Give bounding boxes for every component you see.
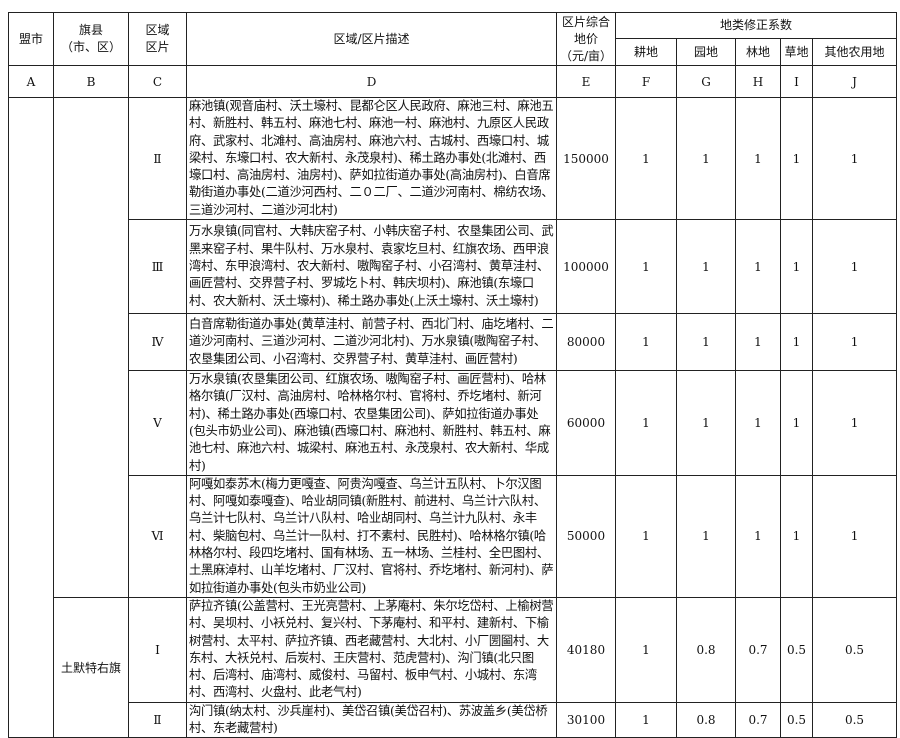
table-row: Ⅲ 万水泉镇(同官村、大韩庆窑子村、小韩庆窑子村、农垦集团公司、武黑来窑子村、果牛… — [9, 219, 898, 315]
coef-cropland-cell: 1 — [615, 96, 677, 221]
header-coef-cropland: 耕地 — [615, 38, 677, 66]
zone-cell: Ⅱ — [128, 701, 187, 738]
coef-other-cell: 1 — [811, 370, 898, 476]
coef-cropland-cell: 1 — [615, 313, 677, 372]
coef-grass-cell: 1 — [780, 96, 813, 221]
coef-other-cell: 0.5 — [811, 596, 898, 703]
coef-garden-cell: 1 — [676, 219, 736, 315]
coef-grass-cell: 1 — [780, 219, 813, 315]
description-cell: 白音席勒街道办事处(黄草洼村、前营子村、西北门村、庙圪堵村、二道沙河南村、三道沙… — [186, 313, 557, 372]
coef-garden-cell: 1 — [676, 96, 736, 221]
header-price: 区片综合地价 （元/亩） — [556, 12, 616, 66]
league-city-cell — [8, 96, 54, 738]
coef-garden-cell: 0.8 — [676, 701, 736, 738]
coef-cropland-cell: 1 — [615, 370, 677, 476]
letter-g: G — [676, 65, 736, 98]
coef-forest-cell: 1 — [735, 219, 781, 315]
price-cell: 150000 — [556, 96, 616, 221]
coef-cropland-cell: 1 — [615, 596, 677, 703]
header-county-line1: 旗县 — [78, 23, 103, 37]
header-price-line2: 地价 — [573, 31, 598, 46]
coef-forest-cell: 1 — [735, 96, 781, 221]
county-cell — [53, 97, 129, 598]
header-league-city: 盟市 — [8, 12, 54, 66]
coef-garden-cell: 0.8 — [676, 596, 736, 703]
header-price-line1: 区片综合 — [561, 14, 610, 29]
table-row: Ⅵ 阿嘎如泰苏木(梅力更嘎查、阿贵沟嘎查、乌兰计五队村、卜尔汉图村、阿嘎如泰嘎查)… — [9, 474, 898, 598]
zone-cell: Ⅴ — [128, 370, 187, 476]
price-cell: 60000 — [556, 370, 616, 476]
zone-cell: Ⅵ — [128, 474, 187, 598]
coef-forest-cell: 1 — [735, 370, 781, 476]
coef-forest-cell: 0.7 — [735, 596, 781, 703]
letter-e: E — [556, 65, 616, 98]
land-price-table: 盟市 旗县 （市、区） 区域区片 区域/区片描述 区片综合地价 （元/亩） 地类修正… — [8, 12, 898, 738]
header-coef-forest: 林地 — [735, 38, 781, 66]
description-cell: 阿嘎如泰苏木(梅力更嘎查、阿贵沟嘎查、乌兰计五队村、卜尔汉图村、阿嘎如泰嘎查)、… — [186, 474, 557, 598]
price-cell: 100000 — [556, 219, 616, 315]
header-zone: 区域 区片 — [128, 12, 187, 66]
coef-forest-cell: 0.7 — [735, 701, 781, 738]
letter-b: B — [53, 65, 129, 98]
price-cell: 30100 — [556, 701, 616, 738]
letter-a: A — [8, 65, 54, 98]
coef-garden-cell: 1 — [676, 313, 736, 372]
letter-i: I — [780, 65, 813, 98]
coef-other-cell: 0.5 — [811, 701, 898, 738]
letter-j: J — [811, 65, 898, 98]
header-county-line2: （市、区） — [60, 40, 121, 54]
price-cell: 50000 — [556, 474, 616, 598]
coef-grass-cell: 0.5 — [780, 701, 813, 738]
header-coef-grass: 草地 — [780, 38, 813, 66]
description-cell: 万水泉镇(农垦集团公司、红旗农场、嗷陶窑子村、画匠营村)、哈林格尔镇(厂汉村、高… — [186, 370, 557, 476]
header-price-line3: （元/亩） — [559, 48, 613, 63]
description-cell: 沟门镇(纳太村、沙兵崖村)、美岱召镇(美岱召村)、苏波盖乡(美岱桥村、东老藏营村… — [186, 701, 557, 738]
county-cell: 土默特右旗 — [53, 596, 129, 738]
coef-garden-cell: 1 — [676, 370, 736, 476]
coef-grass-cell: 0.5 — [780, 596, 813, 703]
coef-grass-cell: 1 — [780, 313, 813, 372]
letter-d: D — [186, 65, 557, 98]
header-coef-other: 其他农用地 — [811, 38, 898, 66]
coef-grass-cell: 1 — [780, 370, 813, 476]
coef-garden-cell: 1 — [676, 474, 736, 598]
coef-cropland-cell: 1 — [615, 474, 677, 598]
coef-cropland-cell: 1 — [615, 701, 677, 738]
header-coef-garden: 园地 — [676, 38, 736, 66]
zone-cell: Ⅱ — [128, 96, 187, 221]
header-county: 旗县 （市、区） — [53, 12, 129, 66]
table-row: Ⅴ 万水泉镇(农垦集团公司、红旗农场、嗷陶窑子村、画匠营村)、哈林格尔镇(厂汉村、… — [9, 370, 898, 476]
coef-other-cell: 1 — [811, 219, 898, 315]
description-cell: 万水泉镇(同官村、大韩庆窑子村、小韩庆窑子村、农垦集团公司、武黑来窑子村、果牛队… — [186, 219, 557, 315]
header-description: 区域/区片描述 — [186, 12, 557, 66]
header-zone-line1: 区域 — [145, 23, 170, 37]
price-cell: 40180 — [556, 596, 616, 703]
coef-cropland-cell: 1 — [615, 219, 677, 315]
description-cell: 萨拉齐镇(公盖营村、王光亮营村、上茅庵村、朱尔圪岱村、上榆树营村、吴坝村、小袄兑… — [186, 596, 557, 703]
table-row: Ⅳ 白音席勒街道办事处(黄草洼村、前营子村、西北门村、庙圪堵村、二道沙河南村、三道… — [9, 313, 898, 372]
table-row: Ⅱ 沟门镇(纳太村、沙兵崖村)、美岱召镇(美岱召村)、苏波盖乡(美岱桥村、东老藏营… — [9, 701, 898, 738]
zone-cell: Ⅲ — [128, 219, 187, 315]
coef-other-cell: 1 — [811, 474, 898, 598]
letter-f: F — [615, 65, 677, 98]
coef-other-cell: 1 — [811, 96, 898, 221]
header-coef-group: 地类修正系数 — [614, 12, 898, 39]
table-row: Ⅱ 麻池镇(观音庙村、沃土壕村、昆都仑区人民政府、麻池三村、麻池五村、新胜村、韩五… — [8, 96, 898, 738]
letter-c: C — [128, 65, 187, 98]
table-row: 土默特右旗 Ⅰ 萨拉齐镇(公盖营村、王光亮营村、上茅庵村、朱尔圪岱村、上榆树营村、吴… — [9, 596, 898, 738]
price-cell: 80000 — [556, 313, 616, 372]
description-cell: 麻池镇(观音庙村、沃土壕村、昆都仑区人民政府、麻池三村、麻池五村、新胜村、韩五村… — [186, 96, 557, 221]
coef-forest-cell: 1 — [735, 313, 781, 372]
zone-cell: Ⅰ — [128, 596, 187, 703]
coef-forest-cell: 1 — [735, 474, 781, 598]
letter-h: H — [735, 65, 781, 98]
zone-cell: Ⅳ — [128, 313, 187, 372]
coef-grass-cell: 1 — [780, 474, 813, 598]
coef-other-cell: 1 — [811, 313, 898, 372]
header-zone-line2: 区片 — [145, 40, 170, 54]
